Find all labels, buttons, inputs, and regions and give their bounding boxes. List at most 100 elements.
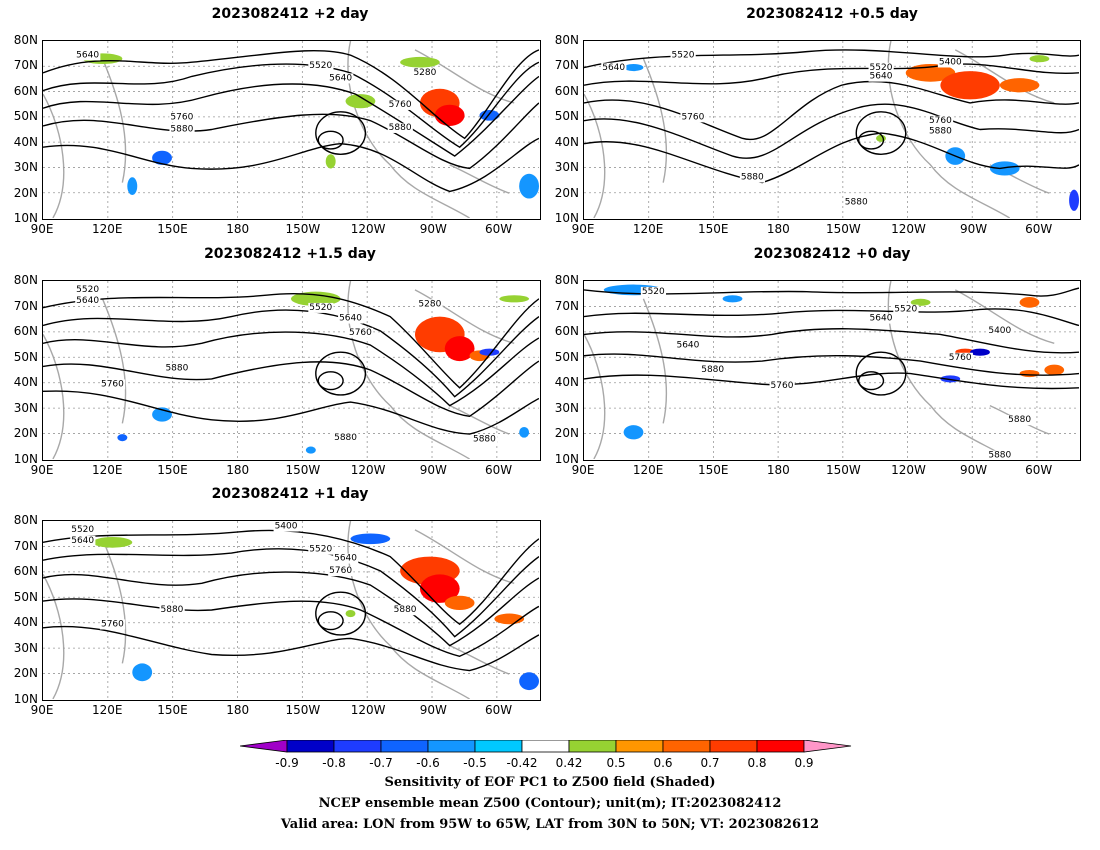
longitude-label: 60W: [485, 703, 513, 717]
latitude-label: 30N: [554, 400, 579, 415]
map-panel-plus-1-day: 5520 5640 5400 5520 5640 5760 5760 5880 5880: [42, 520, 541, 701]
longitude-label: 90W: [419, 222, 447, 236]
contour-label: 5760: [170, 112, 193, 122]
z500-contour-line: [584, 328, 1079, 354]
z500-contour-line: [584, 132, 1079, 184]
sensitivity-patch: [499, 295, 530, 303]
colorbar-swatch: [521, 740, 570, 753]
z500-contour-line: [584, 287, 1079, 297]
latitude-label: 10N: [13, 211, 38, 225]
longitude-label: 150E: [157, 703, 188, 717]
contour-label: 5640: [339, 314, 362, 324]
contour-label: 5520: [672, 50, 695, 60]
latitude-label: 50N: [13, 589, 38, 604]
closed-contour: [317, 611, 344, 631]
contour-label: 5880: [741, 173, 764, 183]
latitude-label: 60N: [554, 83, 579, 98]
latitude-label: 60N: [13, 83, 38, 98]
longitude-label: 120E: [632, 463, 664, 477]
sensitivity-patch: [519, 173, 539, 199]
longitude-label: 90W: [419, 703, 447, 717]
map-canvas: 5640 5520 5640 5280 5760 5760 5880 5880: [43, 41, 539, 218]
colorbar-tick-label: 0.5: [606, 756, 626, 770]
z500-contour-line: [43, 625, 539, 672]
latitude-label: 20N: [554, 426, 579, 441]
latitude-label: 20N: [13, 185, 38, 200]
contour-label: 5520: [309, 61, 332, 71]
latitude-label: 30N: [554, 160, 579, 175]
colorbar-tick-label: -0.6: [416, 756, 440, 770]
contour-label: 5640: [76, 296, 99, 306]
z500-contour-line: [584, 353, 1079, 376]
longitude-label: 180: [226, 463, 250, 477]
sensitivity-shading: [92, 533, 539, 691]
z500-contour-line: [43, 75, 539, 157]
sensitivity-patch: [905, 64, 956, 82]
contour-label: 5760: [681, 112, 704, 122]
colorbar-swatch: [474, 740, 523, 753]
z500-contour-line: [584, 63, 1079, 86]
panel-title: 2023082412 +1.5 day: [204, 246, 376, 262]
z500-contour-line: [43, 529, 539, 626]
latitude-label: 10N: [554, 211, 579, 225]
contour-label: 5880: [929, 127, 952, 137]
map-panel-plus-0-5-day: 5520 5640 5520 5640 5400 5760 5760 5880 5880 5880: [583, 40, 1081, 220]
longitude-label: 120E: [632, 222, 664, 236]
panel-title: 2023082412 +1 day: [211, 486, 369, 502]
longitude-label: 150E: [697, 463, 729, 477]
z500-contour-line: [584, 103, 1079, 159]
sensitivity-patch: [940, 71, 1000, 100]
longitude-label: 90W: [960, 222, 988, 236]
latitude-label: 80N: [554, 273, 579, 287]
sensitivity-patch: [400, 56, 440, 68]
colorbar-swatch: [427, 740, 476, 753]
colorbar-tick-label: -0.5: [463, 756, 487, 770]
colorbar-swatch: [568, 740, 617, 753]
latitude-label: 80N: [13, 273, 38, 287]
longitude-label: 60W: [1025, 463, 1053, 477]
z500-contours: [584, 287, 1079, 396]
contour-label: 5520: [894, 305, 917, 315]
contour-labels: 5640 5520 5640 5280 5760 5760 5880 5880: [75, 50, 438, 135]
longitude-label: 90E: [571, 463, 595, 477]
z500-contours: [43, 49, 539, 193]
longitude-label: 150W: [285, 463, 321, 477]
latitude-label: 50N: [13, 349, 38, 364]
longitude-label: 120W: [350, 703, 386, 717]
latitude-label: 30N: [13, 400, 38, 415]
sensitivity-patch: [989, 161, 1020, 176]
longitude-label: 90E: [30, 703, 54, 717]
colorbar-swatch: [615, 740, 664, 753]
longitude-label: 180: [766, 463, 790, 477]
contour-label: 5520: [76, 285, 99, 295]
sensitivity-patch: [1029, 55, 1050, 63]
latitude-label: 60N: [554, 324, 579, 339]
contour-label: 5640: [870, 314, 893, 324]
longitude-label: 150W: [285, 222, 321, 236]
sensitivity-shading: [603, 284, 1065, 440]
closed-contour: [858, 130, 885, 150]
colorbar-tick-label: -0.8: [322, 756, 346, 770]
longitude-label: 90W: [960, 463, 988, 477]
contour-label: 5640: [71, 536, 94, 546]
longitude-label: 150W: [826, 222, 861, 236]
z500-contour-line: [43, 61, 539, 149]
z500-contour-line: [43, 331, 539, 407]
z500-contour-line: [43, 598, 539, 658]
sensitivity-patch: [444, 336, 475, 362]
sensitivity-patch: [117, 434, 128, 442]
latitude-labels: 80N 70N 60N 50N 40N 30N 20N 10N: [2, 514, 38, 705]
sensitivity-patch: [345, 610, 356, 618]
panel-title: 2023082412 +0.5 day: [746, 6, 918, 22]
latitude-label: 70N: [13, 538, 38, 553]
sensitivity-patch: [1019, 370, 1040, 378]
longitude-labels: 90E 120E 150E 180 150W 120W 90W 60W: [31, 463, 541, 477]
colorbar-tick-label: 0.9: [794, 756, 814, 770]
contour-label: 5760: [389, 100, 412, 110]
z500-contour-line: [43, 49, 539, 140]
contour-label: 5760: [101, 619, 124, 629]
latitude-labels: 80N 70N 60N 50N 40N 30N 20N 10N: [543, 274, 579, 465]
